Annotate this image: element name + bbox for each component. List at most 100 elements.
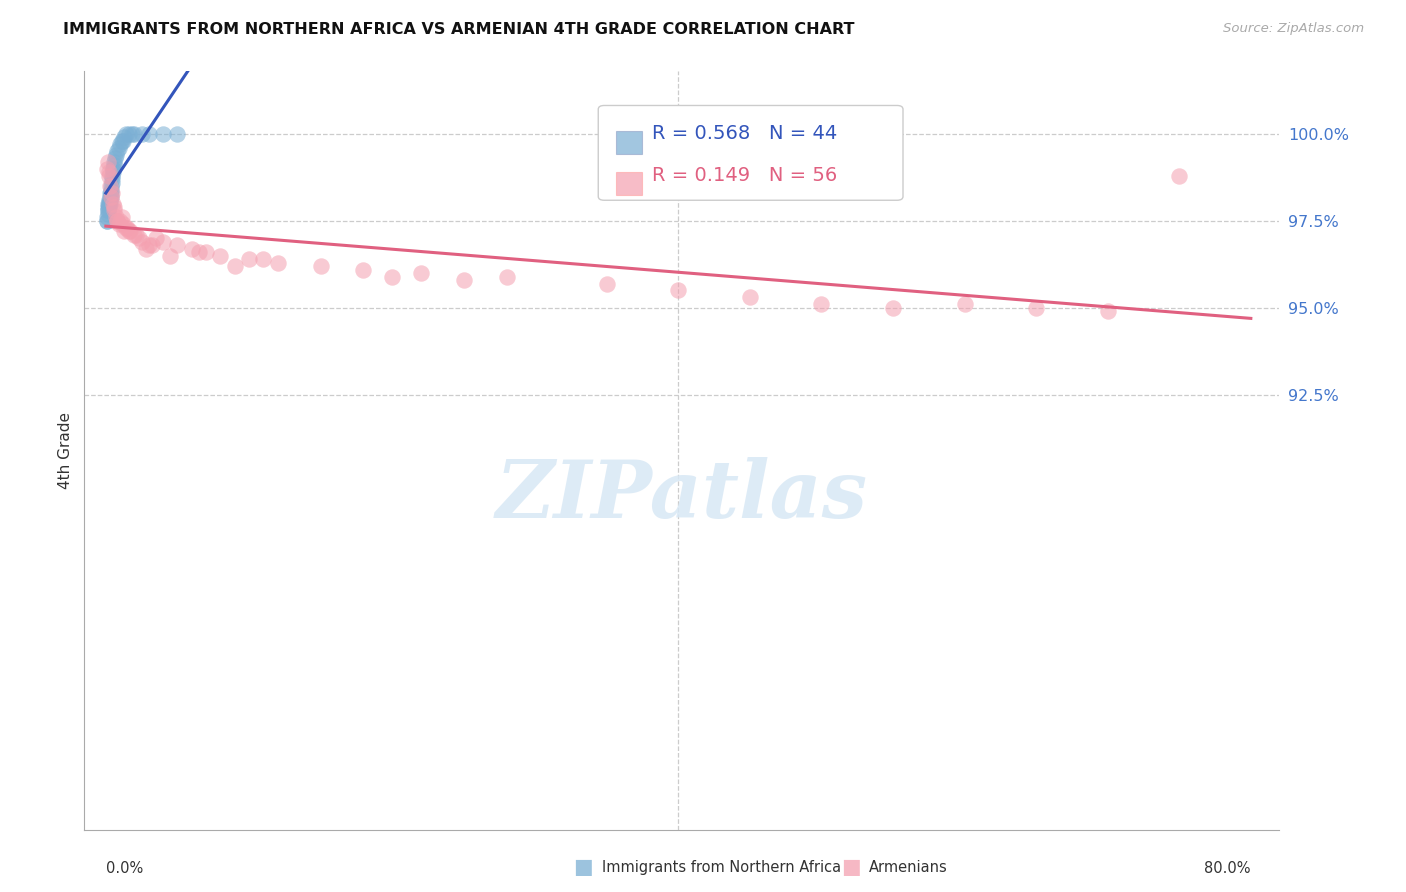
Point — [103, 200, 125, 214]
Point — [118, 224, 141, 238]
Point — [96, 214, 118, 228]
FancyBboxPatch shape — [616, 172, 643, 194]
FancyBboxPatch shape — [599, 105, 903, 201]
Point — [120, 224, 142, 238]
Point — [266, 255, 288, 269]
Point — [159, 249, 181, 263]
Point — [96, 211, 118, 225]
Point — [100, 186, 122, 200]
Point — [495, 269, 517, 284]
Y-axis label: 4th Grade: 4th Grade — [58, 412, 73, 489]
Point — [135, 242, 157, 256]
Point — [187, 245, 209, 260]
Point — [138, 127, 160, 141]
Point — [118, 127, 141, 141]
Point — [103, 203, 125, 218]
Point — [1025, 301, 1047, 315]
Point — [810, 297, 832, 311]
Point — [124, 227, 146, 242]
Point — [381, 269, 404, 284]
Point — [96, 207, 118, 221]
Point — [128, 231, 150, 245]
Point — [105, 145, 128, 159]
Text: ■: ■ — [841, 857, 860, 877]
Point — [98, 189, 121, 203]
Point — [98, 196, 121, 211]
Point — [117, 220, 139, 235]
Point — [110, 134, 132, 148]
Point — [166, 127, 188, 141]
Point — [953, 297, 976, 311]
Point — [145, 231, 167, 245]
Point — [107, 141, 129, 155]
Point — [100, 186, 122, 200]
Point — [101, 196, 124, 211]
Point — [115, 127, 138, 141]
Text: Immigrants from Northern Africa: Immigrants from Northern Africa — [602, 860, 841, 874]
Point — [882, 301, 904, 315]
Point — [152, 127, 174, 141]
Text: ■: ■ — [574, 857, 593, 877]
Point — [224, 259, 246, 273]
Point — [115, 220, 138, 235]
Point — [104, 151, 127, 165]
Point — [1168, 169, 1191, 183]
Point — [108, 214, 131, 228]
Point — [98, 196, 121, 211]
Text: IMMIGRANTS FROM NORTHERN AFRICA VS ARMENIAN 4TH GRADE CORRELATION CHART: IMMIGRANTS FROM NORTHERN AFRICA VS ARMEN… — [63, 22, 855, 37]
Point — [252, 252, 274, 267]
Point — [104, 148, 127, 162]
Point — [103, 154, 125, 169]
Point — [453, 273, 475, 287]
Point — [104, 211, 127, 225]
Text: ZIPatlas: ZIPatlas — [496, 458, 868, 534]
Point — [166, 238, 188, 252]
Point — [209, 249, 232, 263]
Point — [111, 218, 134, 232]
Point — [100, 189, 122, 203]
Point — [98, 193, 121, 207]
Point — [108, 137, 131, 152]
Point — [110, 211, 132, 225]
Point — [738, 290, 761, 304]
FancyBboxPatch shape — [616, 131, 643, 153]
Point — [141, 238, 163, 252]
Point — [98, 179, 121, 194]
Text: R = 0.568   N = 44: R = 0.568 N = 44 — [652, 124, 838, 144]
Text: Armenians: Armenians — [869, 860, 948, 874]
Point — [105, 214, 128, 228]
Point — [101, 161, 124, 176]
Point — [97, 203, 120, 218]
Text: Source: ZipAtlas.com: Source: ZipAtlas.com — [1223, 22, 1364, 36]
Point — [1097, 304, 1119, 318]
Point — [96, 161, 118, 176]
Point — [97, 193, 120, 207]
Point — [125, 227, 148, 242]
Point — [101, 169, 124, 183]
Point — [98, 196, 121, 211]
Point — [100, 176, 122, 190]
Point — [131, 127, 153, 141]
Point — [96, 214, 118, 228]
Point — [97, 196, 120, 211]
Point — [97, 169, 120, 183]
Point — [596, 277, 619, 291]
Point — [111, 134, 134, 148]
Point — [114, 130, 136, 145]
Point — [195, 245, 218, 260]
Point — [114, 224, 136, 238]
Point — [97, 200, 120, 214]
Point — [180, 242, 202, 256]
Point — [409, 266, 432, 280]
Text: 0.0%: 0.0% — [105, 861, 143, 876]
Point — [131, 235, 153, 249]
Point — [121, 127, 143, 141]
Point — [100, 183, 122, 197]
Point — [98, 165, 121, 179]
Point — [101, 165, 124, 179]
Point — [138, 238, 160, 252]
Point — [353, 262, 375, 277]
Point — [100, 186, 122, 200]
Point — [101, 172, 124, 186]
Point — [105, 214, 128, 228]
